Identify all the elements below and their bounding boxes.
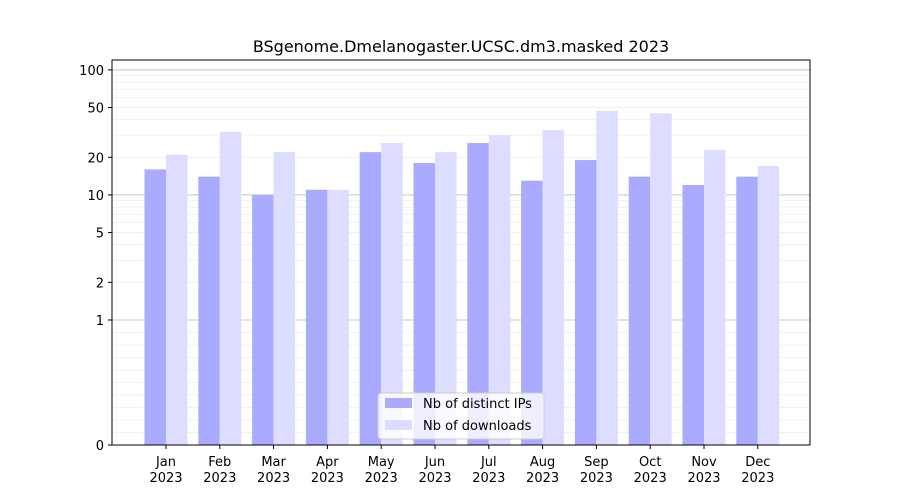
bar-downloads	[381, 143, 403, 445]
bar-distinct-ips	[682, 185, 704, 445]
x-tick-label-month: May	[368, 455, 395, 470]
x-tick-label-year: 2023	[257, 471, 290, 486]
y-tick-label: 50	[87, 102, 104, 117]
bar-downloads	[273, 152, 296, 445]
x-tick-label-month: Oct	[639, 455, 661, 470]
y-tick-label: 1	[96, 314, 104, 329]
bar-distinct-ips	[467, 143, 489, 445]
bar-downloads	[327, 189, 349, 445]
bar-downloads	[704, 149, 726, 446]
plot-area	[111, 59, 811, 446]
x-tick-label-year: 2023	[203, 471, 236, 486]
x-tick-label-month: Jan	[155, 455, 176, 470]
bar-distinct-ips	[198, 176, 220, 445]
x-tick-label-year: 2023	[472, 471, 505, 486]
legend-swatch-downloads	[385, 420, 412, 430]
bar-distinct-ips	[628, 176, 651, 445]
bar-distinct-ips	[736, 176, 758, 445]
bar-downloads	[219, 131, 242, 445]
x-tick-label-year: 2023	[149, 471, 182, 486]
bars	[144, 110, 780, 446]
legend-box	[377, 392, 545, 440]
x-tick-label-month: Feb	[208, 455, 231, 470]
y-tick-label: 10	[87, 189, 104, 204]
x-tick-label-year: 2023	[634, 471, 667, 486]
x-tick-label-year: 2023	[526, 471, 559, 486]
bar-downloads	[488, 135, 511, 445]
bar-distinct-ips	[521, 180, 543, 445]
x-tick-label-year: 2023	[365, 471, 398, 486]
x-tick-label-month: Sep	[584, 455, 609, 470]
y-tick-label: 5	[96, 227, 104, 242]
y-tick-label: 0	[96, 439, 104, 454]
legend: Nb of distinct IPs Nb of downloads	[377, 392, 545, 440]
chart-title: BSgenome.Dmelanogaster.UCSC.dm3.masked 2…	[253, 37, 669, 56]
x-tick-label-year: 2023	[580, 471, 613, 486]
bar-downloads	[596, 110, 618, 445]
x-tick-label-year: 2023	[741, 471, 774, 486]
legend-swatch-distinct-ips	[385, 398, 412, 408]
x-tick-label-month: Apr	[316, 455, 339, 470]
legend-label-downloads: Nb of downloads	[423, 419, 532, 434]
y-tick-label: 100	[79, 64, 104, 79]
y-tick-label: 2	[96, 276, 104, 291]
x-tick-label-month: Mar	[261, 455, 286, 470]
bar-downloads	[650, 113, 672, 445]
bar-distinct-ips	[413, 163, 435, 445]
bar-distinct-ips	[574, 160, 597, 445]
bar-distinct-ips	[252, 194, 274, 445]
x-tick-label-year: 2023	[687, 471, 720, 486]
bar-downloads	[542, 130, 565, 445]
bar-downloads	[757, 166, 780, 445]
y-axis: 0 1 2 5 10 20 50 100	[79, 64, 112, 454]
x-tick-label-year: 2023	[311, 471, 344, 486]
bar-distinct-ips	[305, 189, 328, 445]
bar-distinct-ips	[359, 152, 382, 445]
y-tick-label: 20	[87, 151, 104, 166]
bar-downloads	[166, 154, 188, 446]
bar-downloads	[435, 152, 457, 445]
x-tick-label-month: Dec	[745, 455, 770, 470]
x-tick-label-year: 2023	[418, 471, 451, 486]
x-tick-label-month: Aug	[530, 455, 555, 470]
x-axis: Jan2023Feb2023Mar2023Apr2023May2023Jun20…	[149, 445, 774, 486]
bar-distinct-ips	[144, 169, 166, 445]
x-tick-label-month: Jul	[480, 455, 497, 470]
x-tick-label-month: Nov	[691, 455, 717, 470]
x-tick-label-month: Jun	[424, 455, 445, 470]
legend-label-distinct-ips: Nb of distinct IPs	[423, 397, 532, 412]
